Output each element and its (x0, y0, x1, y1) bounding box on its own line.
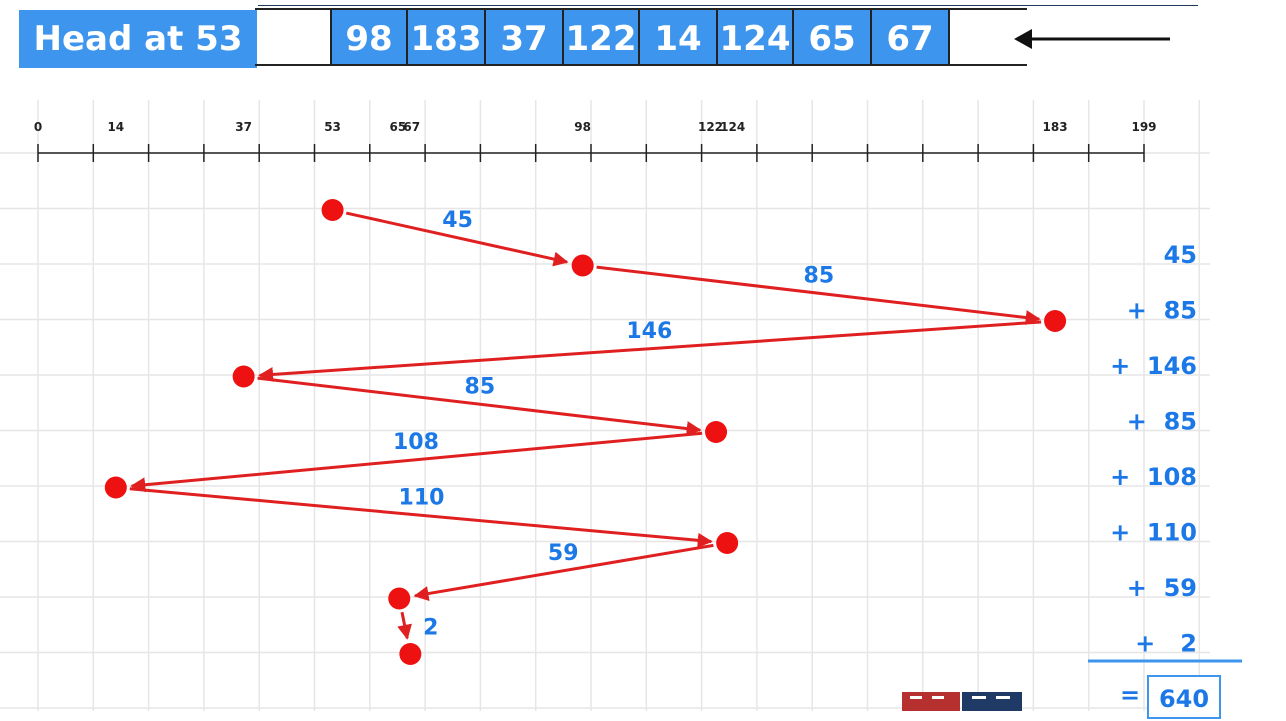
queue-cell: 183 (408, 10, 486, 64)
tick-label: 199 (1131, 120, 1156, 134)
tick-label: 0 (34, 120, 42, 134)
seek-distance-label: 110 (399, 485, 445, 510)
seek-distance-label: 146 (626, 319, 672, 344)
seek-arrow (129, 487, 713, 548)
top-rule (258, 5, 1198, 6)
seek-distance-label: 85 (804, 263, 835, 288)
tick-label: 98 (574, 120, 591, 134)
tick-label: 14 (107, 120, 124, 134)
seek-distance-label: 108 (393, 430, 439, 455)
head-position-point (388, 587, 411, 610)
head-position-point (705, 421, 728, 443)
equals-sign: = (1120, 681, 1141, 709)
left-arrow-icon (1014, 29, 1170, 49)
sum-term: + 146 (1110, 352, 1197, 380)
tick-label: 183 (1043, 120, 1068, 134)
head-path: 45 85 146 85 108 110 59 2 (104, 199, 1067, 665)
total-seek-distance: 640 (1147, 675, 1221, 719)
head-position-point (716, 532, 739, 554)
head-position-point (399, 643, 422, 665)
seek-distance-label: 2 (423, 615, 438, 640)
head-position-label: Head at 53 (19, 10, 257, 68)
queue-cell: 65 (794, 10, 872, 64)
sum-term: + 85 (1127, 408, 1197, 436)
seek-arrow (596, 265, 1041, 326)
sum-term: 45 (1164, 241, 1197, 269)
grid (0, 100, 1210, 711)
tick-label: 53 (324, 120, 341, 134)
tick-label: 122 (698, 120, 723, 134)
seek-arrow (397, 611, 412, 640)
sum-term: + 85 (1127, 297, 1197, 325)
queue-cell: 98 (330, 10, 408, 64)
queue-cell: 122 (564, 10, 640, 64)
seek-arrow (345, 211, 569, 267)
queue-cell: 124 (718, 10, 794, 64)
queue-cell: 67 (872, 10, 950, 64)
sum-term: + 108 (1110, 463, 1197, 491)
logo (902, 692, 1022, 711)
head-position-point (571, 254, 594, 277)
head-position-point (104, 476, 127, 499)
sum-term: + 2 (1135, 630, 1197, 658)
tick-label: 67 (403, 120, 420, 134)
seek-arrow (130, 431, 703, 493)
seek-distance-label: 85 (465, 374, 496, 399)
tick-label: 124 (720, 120, 745, 134)
sum-term: + 110 (1110, 519, 1197, 547)
queue-cell: 37 (486, 10, 564, 64)
seek-arrow (258, 320, 1042, 382)
head-position-point (321, 199, 344, 221)
seek-arrow (413, 543, 714, 601)
seek-distance-label: 59 (548, 541, 579, 566)
summation-column: 45 + 85 + 146 + 85 + 108 + 110 + 59 + 2 (1088, 241, 1242, 663)
tick-label: 65 (390, 120, 407, 134)
seek-arrow (257, 376, 702, 437)
request-queue: 98 183 37 122 14 124 65 67 (255, 8, 1027, 66)
head-position-point (232, 365, 255, 388)
queue-cell: 14 (640, 10, 718, 64)
head-position-point (1044, 310, 1067, 332)
seek-distance-label: 45 (442, 208, 473, 233)
tick-label: 37 (235, 120, 252, 134)
sum-term: + 59 (1127, 574, 1197, 602)
